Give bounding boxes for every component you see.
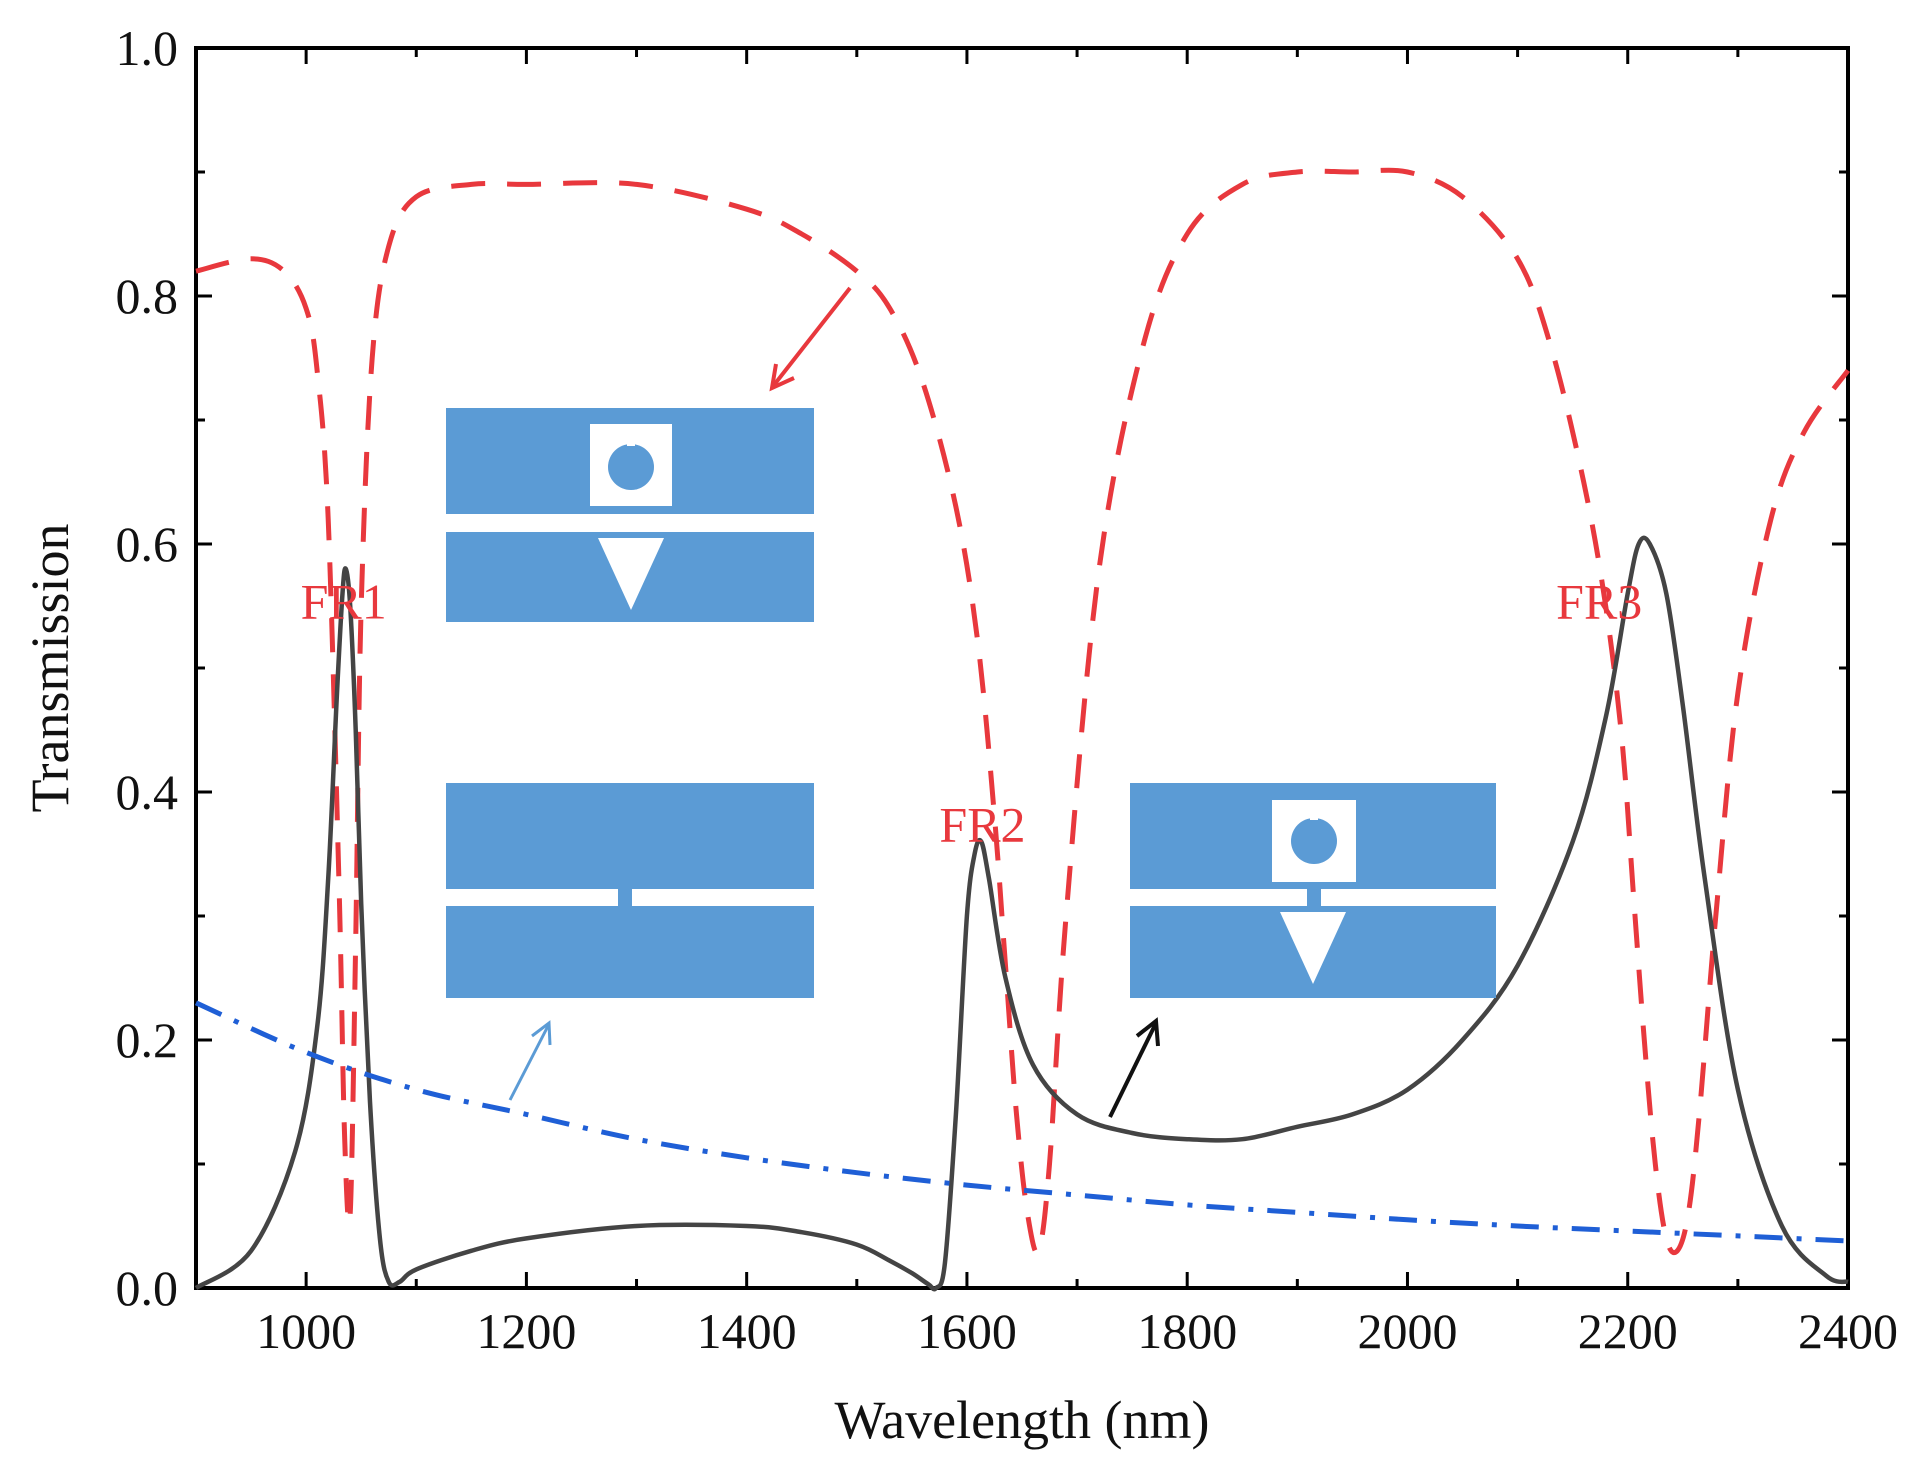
plot-frame bbox=[194, 46, 1850, 1290]
blue-arrow bbox=[508, 1025, 550, 1101]
inset-ring-gap bbox=[1310, 800, 1318, 820]
x-axis-title: Wavelength (nm) bbox=[834, 1390, 1209, 1450]
annotation-fr3: FR3 bbox=[1556, 573, 1642, 629]
x-tick-label: 1200 bbox=[476, 1303, 576, 1359]
x-tick-label: 2200 bbox=[1578, 1303, 1678, 1359]
annotation-fr1: FR1 bbox=[301, 573, 387, 629]
series-line-black-solid bbox=[194, 535, 1849, 1292]
inset-upper-bar bbox=[446, 783, 814, 889]
annotations: FR1 FR2 FR3 bbox=[301, 573, 1643, 852]
annotation-fr2: FR2 bbox=[939, 797, 1025, 853]
y-tick-label: 1.0 bbox=[116, 20, 179, 76]
black-arrow-head bbox=[1135, 1017, 1160, 1047]
x-tick-label: 1400 bbox=[697, 1303, 797, 1359]
blue-arrow-head bbox=[531, 1020, 552, 1046]
inset-schematic-top bbox=[446, 408, 814, 622]
inset-ring-gap bbox=[627, 424, 635, 446]
y-tick-label: 0.0 bbox=[116, 1260, 179, 1316]
x-tick-label: 1600 bbox=[917, 1303, 1017, 1359]
y-tick-label: 0.8 bbox=[116, 268, 179, 324]
y-tick-label: 0.6 bbox=[116, 516, 179, 572]
inset-ring-disk bbox=[1291, 818, 1337, 864]
axis-ticks bbox=[194, 46, 1850, 1290]
inset-triangle bbox=[598, 538, 664, 610]
x-tick-label: 2000 bbox=[1357, 1303, 1457, 1359]
inset-triangle bbox=[1280, 912, 1346, 984]
red-arrow bbox=[772, 286, 852, 387]
plot-area: FR1 FR2 FR3 bbox=[194, 46, 1851, 1292]
series-line-blue-dashdot bbox=[194, 1000, 1849, 1244]
y-tick-label: 0.4 bbox=[116, 764, 179, 820]
red-arrow-head bbox=[769, 363, 795, 392]
inset-stub bbox=[1307, 882, 1321, 906]
y-axis-title: Transmission bbox=[20, 523, 80, 812]
series-line-red-dashed bbox=[195, 167, 1851, 1256]
black-arrow bbox=[1108, 1024, 1157, 1118]
x-tick-label: 1800 bbox=[1137, 1303, 1237, 1359]
inset-lower-bar bbox=[446, 906, 814, 998]
pointer-arrows bbox=[508, 286, 1160, 1118]
series-layer bbox=[194, 167, 1851, 1292]
inset-schematic-middle bbox=[446, 783, 814, 998]
inset-ring-disk bbox=[608, 444, 654, 490]
y-tick-label: 0.2 bbox=[116, 1012, 179, 1068]
x-tick-label: 2400 bbox=[1798, 1303, 1898, 1359]
inset-stub bbox=[618, 889, 632, 906]
inset-schematic-right bbox=[1130, 783, 1496, 998]
x-tick-label: 1000 bbox=[256, 1303, 356, 1359]
